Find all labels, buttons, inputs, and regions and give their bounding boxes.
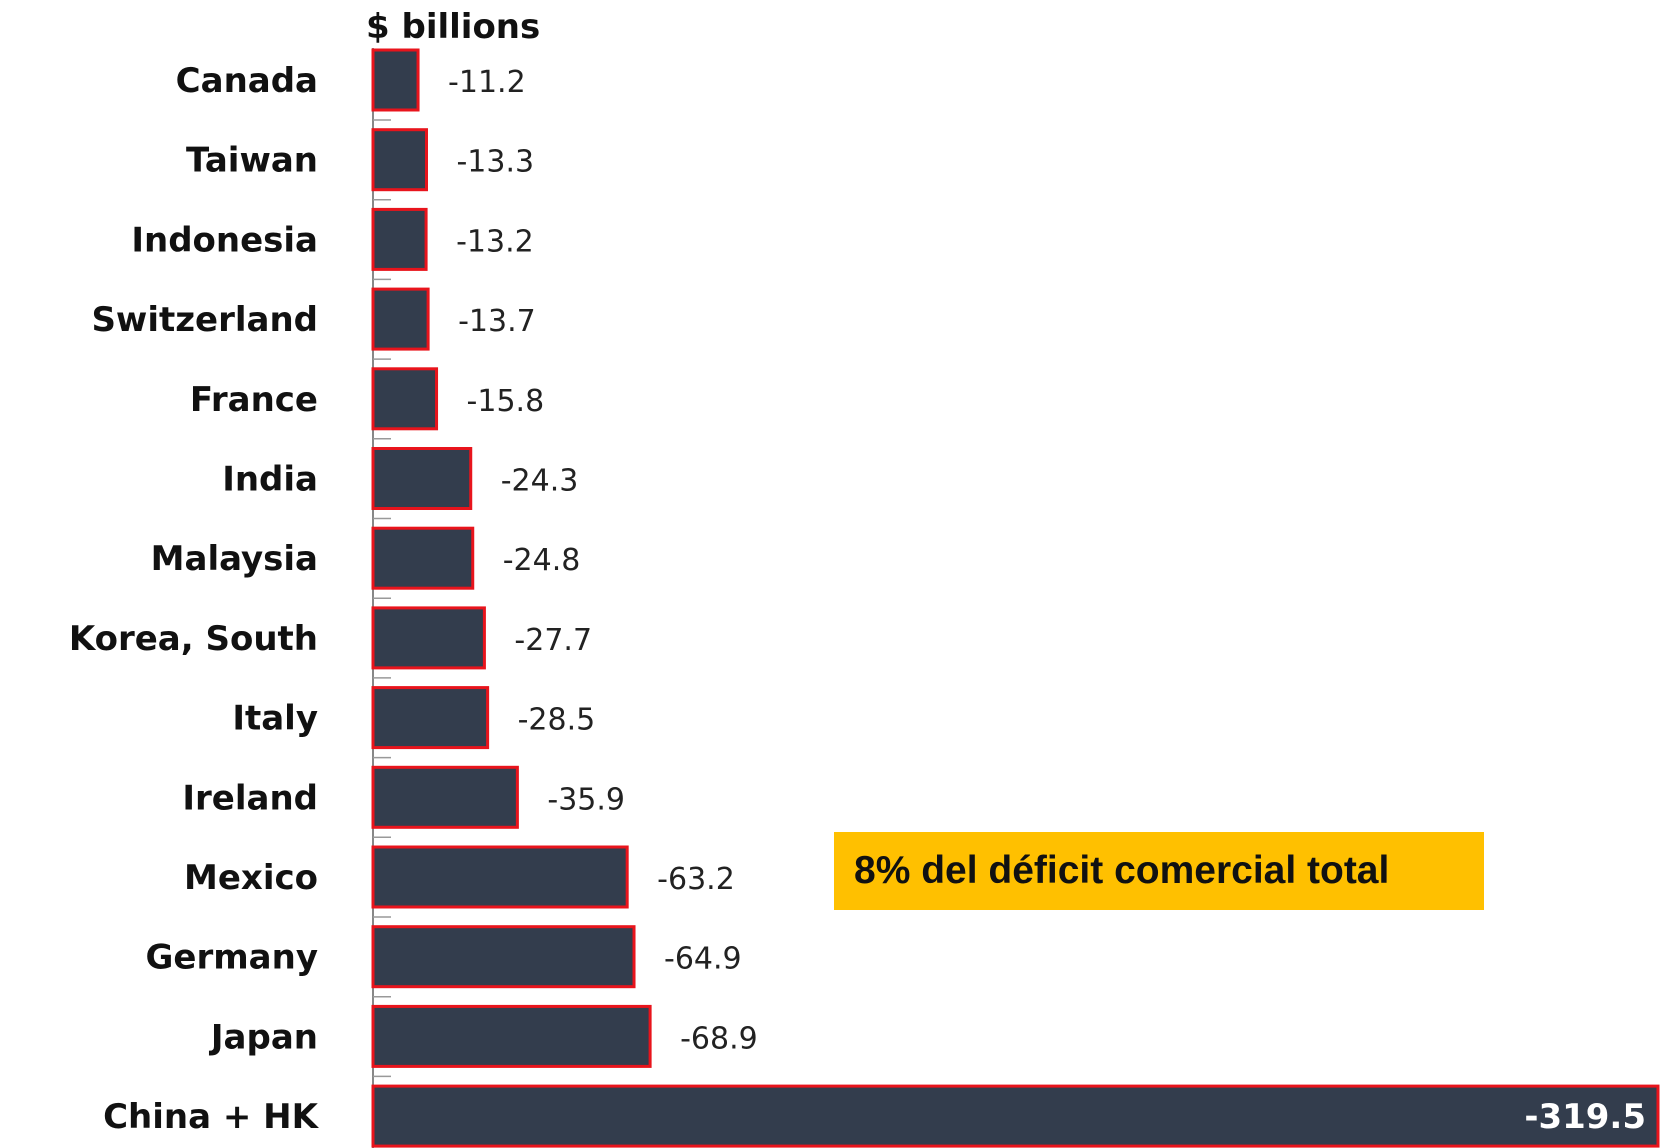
bar <box>371 925 636 989</box>
bar <box>371 765 519 829</box>
value-label: -28.5 <box>518 703 596 738</box>
value-label: -63.2 <box>657 862 735 897</box>
bar <box>371 287 430 351</box>
annotation-box: 8% del déficit comercial total <box>834 832 1484 910</box>
category-label: Germany <box>146 938 318 978</box>
bar <box>371 526 475 590</box>
value-label: -27.7 <box>514 623 592 658</box>
bar <box>371 606 486 670</box>
category-label: China + HK <box>103 1097 320 1137</box>
annotation-text: 8% del déficit comercial total <box>854 849 1390 892</box>
bar <box>371 367 439 431</box>
value-label: -35.9 <box>547 782 625 817</box>
value-label: -68.9 <box>680 1021 758 1056</box>
category-label: Switzerland <box>91 300 318 340</box>
value-label: -15.8 <box>467 384 545 419</box>
bar <box>371 447 473 510</box>
value-label: -11.2 <box>448 65 526 100</box>
bar <box>371 128 428 192</box>
value-label: -319.5 <box>1524 1097 1646 1137</box>
value-label: -24.8 <box>503 543 581 578</box>
category-label: Italy <box>232 699 318 739</box>
y-axis-unit-label: $ billions <box>366 7 540 47</box>
bars-group: Canada -11.2 Taiwan -13.3 Indonesia -13.2 Swit… <box>69 48 1660 1148</box>
value-label: -64.9 <box>664 942 742 977</box>
bar <box>371 845 629 909</box>
bar <box>371 1084 1660 1148</box>
category-label: Korea, South <box>69 619 318 659</box>
value-label: -13.2 <box>456 224 534 259</box>
value-label: -24.3 <box>501 464 579 499</box>
bar <box>371 207 428 271</box>
category-label: India <box>222 460 318 500</box>
category-label: Indonesia <box>131 220 318 260</box>
category-label: Malaysia <box>151 539 318 579</box>
bar <box>371 48 420 112</box>
category-label: Mexico <box>184 858 318 898</box>
bar <box>371 686 490 750</box>
category-label: Ireland <box>182 778 318 818</box>
value-label: -13.3 <box>456 145 534 180</box>
bar <box>371 1004 652 1068</box>
category-label: Taiwan <box>186 141 318 181</box>
category-label: Japan <box>209 1017 318 1057</box>
value-label: -13.7 <box>458 304 536 339</box>
category-label: France <box>190 380 318 420</box>
category-label: Canada <box>176 61 318 101</box>
